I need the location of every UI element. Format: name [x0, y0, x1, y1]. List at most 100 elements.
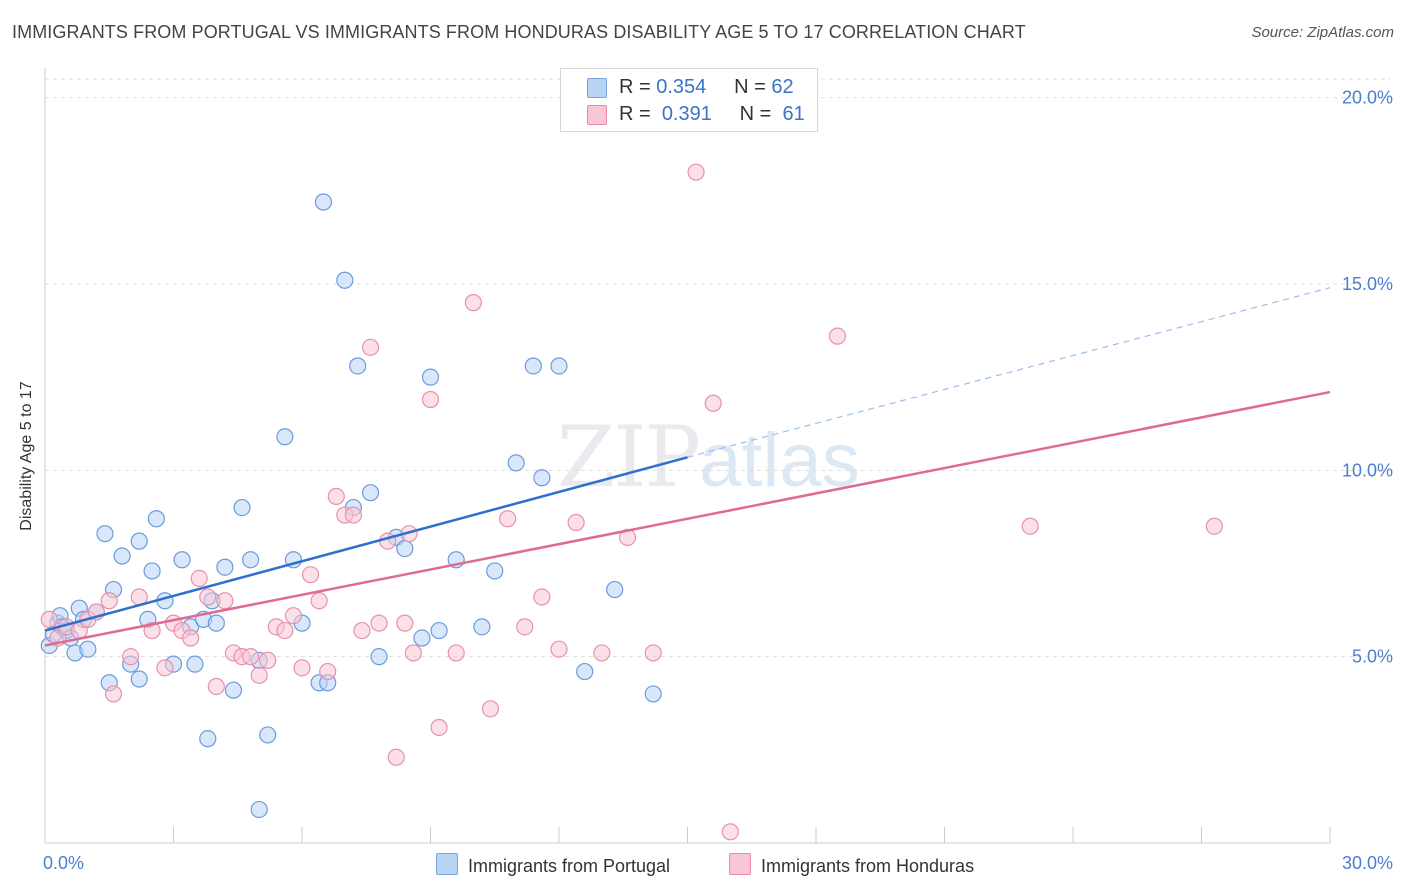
honduras-point: [361, 338, 380, 356]
portugal-point: [396, 539, 414, 558]
honduras-point: [370, 614, 388, 632]
portugal-point: [186, 655, 204, 673]
portugal-point: [113, 547, 131, 565]
honduras-point: [122, 648, 140, 666]
honduras-point: [447, 644, 465, 662]
portugal-point: [524, 357, 542, 375]
x-tick-label-max: 30.0%: [1342, 853, 1393, 873]
honduras-point: [1021, 517, 1039, 535]
honduras-point: [704, 394, 722, 412]
honduras-point: [182, 629, 200, 647]
bottom-legend-swatch-honduras: [729, 853, 751, 875]
portugal-point: [507, 454, 525, 472]
honduras-point: [421, 390, 440, 409]
honduras-point: [481, 700, 500, 718]
bottom-legend-label-honduras: Immigrants from Honduras: [761, 856, 975, 876]
honduras-point: [567, 513, 585, 532]
honduras-point: [353, 621, 371, 640]
bottom-legend-portugal: Immigrants from Portugal: [436, 853, 670, 877]
portugal-point: [473, 618, 491, 636]
portugal-point: [576, 662, 594, 681]
portugal-point: [96, 525, 114, 543]
honduras-point: [293, 659, 311, 677]
legend-r-label: R =: [619, 103, 651, 125]
honduras-point: [284, 607, 303, 625]
honduras-point: [593, 644, 611, 662]
honduras-point: [242, 648, 260, 666]
portugal-point: [336, 271, 354, 289]
portugal-point: [361, 484, 380, 502]
portugal-point: [644, 685, 662, 703]
honduras-point: [190, 569, 208, 587]
portugal-point: [207, 614, 225, 632]
portugal-point: [242, 551, 260, 569]
portugal-point: [486, 562, 504, 580]
portugal-point: [606, 580, 624, 599]
honduras-point: [644, 644, 662, 662]
portugal-point: [147, 510, 165, 528]
honduras-point: [721, 823, 739, 841]
watermark-zip: ZIP: [557, 408, 701, 506]
portugal-point: [370, 648, 388, 666]
honduras-point: [550, 640, 568, 658]
y-tick-label: 20.0%: [1342, 88, 1393, 108]
legend-swatch-honduras: [587, 105, 607, 125]
honduras-point: [396, 614, 414, 632]
bottom-legend-honduras: Immigrants from Honduras: [729, 853, 974, 877]
portugal-trendline-extension: [687, 287, 1331, 458]
honduras-point: [40, 610, 58, 628]
portugal-trendline: [44, 456, 688, 632]
portugal-point: [143, 562, 161, 580]
honduras-point: [276, 621, 294, 640]
portugal-point: [276, 428, 294, 446]
portugal-point: [173, 551, 191, 569]
correlation-legend: R = 0.354 N = 62 R = 0.391 N = 61: [560, 68, 818, 132]
chart-title: IMMIGRANTS FROM PORTUGAL VS IMMIGRANTS F…: [12, 22, 1026, 42]
source-label: Source: ZipAtlas.com: [1251, 24, 1394, 41]
honduras-point: [430, 718, 448, 737]
honduras-point: [156, 659, 174, 677]
honduras-point: [687, 163, 705, 181]
honduras-point: [199, 588, 217, 606]
honduras-point: [259, 651, 277, 669]
x-tick-label-min: 0.0%: [43, 853, 84, 873]
honduras-point: [250, 666, 268, 684]
legend-n-label: N =: [734, 76, 766, 98]
portugal-point: [314, 193, 333, 211]
honduras-point: [1205, 517, 1223, 535]
y-tick-label: 15.0%: [1342, 274, 1393, 294]
portugal-point: [430, 621, 448, 640]
portugal-point: [550, 357, 568, 375]
honduras-point: [828, 327, 847, 345]
legend-r-value-honduras: 0.391: [661, 103, 712, 125]
bottom-legend-label-portugal: Immigrants from Portugal: [468, 856, 671, 876]
portugal-point: [79, 640, 97, 658]
watermark: ZIPatlas: [557, 408, 860, 506]
honduras-point: [310, 592, 328, 610]
legend-n-value-honduras: 61: [782, 103, 805, 125]
honduras-point: [387, 748, 405, 766]
portugal-point: [130, 532, 148, 550]
honduras-point: [319, 662, 337, 681]
portugal-point: [413, 629, 431, 647]
portugal-point: [216, 558, 234, 576]
portugal-point: [130, 670, 148, 688]
portugal-point: [259, 726, 277, 744]
portugal-point: [349, 357, 367, 375]
portugal-point: [199, 730, 217, 748]
legend-swatch-portugal: [587, 78, 607, 98]
legend-n-label: N =: [739, 103, 772, 125]
honduras-point: [404, 644, 422, 662]
legend-n-value-portugal: 62: [771, 76, 794, 98]
honduras-point: [499, 510, 517, 528]
portugal-point: [233, 498, 251, 517]
portugal-point: [224, 681, 243, 699]
bottom-legend-swatch-portugal: [436, 853, 458, 875]
honduras-point: [104, 685, 123, 703]
honduras-point: [464, 294, 482, 312]
honduras-point: [207, 677, 225, 696]
legend-r-label: R =: [619, 76, 651, 98]
portugal-point: [250, 800, 268, 819]
y-tick-label: 5.0%: [1352, 647, 1393, 667]
honduras-point: [516, 618, 534, 636]
